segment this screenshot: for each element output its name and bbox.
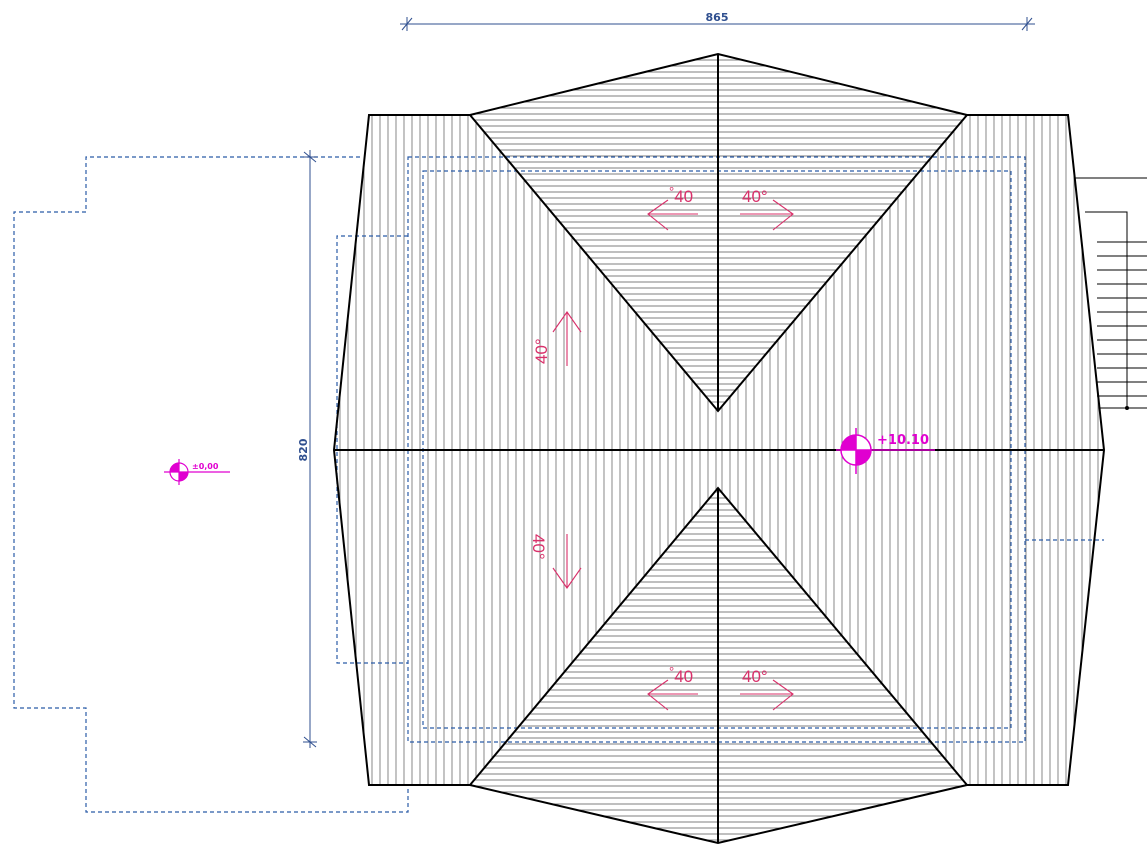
- dimension-tick-bottom-slash: [303, 736, 317, 748]
- level-marker-ridge: +10.10: [836, 428, 935, 474]
- slope-arrow-left-down: [552, 534, 582, 589]
- slope-label-bottom-right: 40°: [742, 667, 768, 686]
- roof-top-gable: [468, 52, 969, 413]
- slope-labels: °40 40° °40 40° 40° 40°: [529, 184, 768, 686]
- level-marker-fill-2: [179, 472, 188, 481]
- slope-arrow-top-right: [740, 199, 794, 231]
- level-marker-ground: ±0,00: [164, 459, 230, 485]
- dimension-vertical-label: 820: [297, 438, 310, 461]
- slope-label-top-right: 40°: [742, 187, 768, 206]
- dimension-horizontal-label: 865: [706, 11, 729, 24]
- slope-label-left-down: 40°: [529, 534, 548, 560]
- level-marker-fill-1: [841, 435, 856, 450]
- wall-outline-outer: [407, 156, 1026, 743]
- dimension-tick-top-slash: [303, 151, 317, 163]
- arrow-head: [647, 679, 669, 711]
- outer-dashed-outline: [13, 156, 409, 813]
- stair-outline-2: [1085, 211, 1128, 408]
- slope-arrows: [552, 199, 794, 711]
- slope-arrow-left-up: [552, 311, 582, 366]
- arrow-head: [772, 679, 794, 711]
- slope-label-bottom-left: °40: [669, 664, 693, 686]
- left-annex-outline: [336, 235, 408, 664]
- level-marker-fill-2: [856, 450, 871, 465]
- level-marker-fill-1: [170, 463, 179, 472]
- dimension-tick-left-slash: [401, 17, 413, 31]
- roof-outline: [332, 52, 1106, 845]
- arrow-head: [772, 199, 794, 231]
- stair: [1075, 177, 1147, 410]
- slope-arrow-bottom-left: [647, 679, 698, 711]
- slope-label-left-up: 40°: [532, 338, 551, 364]
- dimension-horizontal: [400, 17, 1035, 31]
- dimension-vertical: [303, 150, 317, 748]
- roof-bottom-gable: [468, 486, 969, 845]
- slope-arrow-bottom-right: [740, 679, 794, 711]
- slope-arrow-top-left: [647, 199, 698, 231]
- slope-label-top-left: °40: [669, 184, 693, 206]
- dimension-tick-right-slash: [1021, 17, 1033, 31]
- arrow-head: [647, 199, 669, 231]
- level-ground-label: ±0,00: [192, 462, 219, 471]
- level-ridge-label: +10.10: [877, 433, 929, 448]
- stair-steps: [1097, 241, 1147, 397]
